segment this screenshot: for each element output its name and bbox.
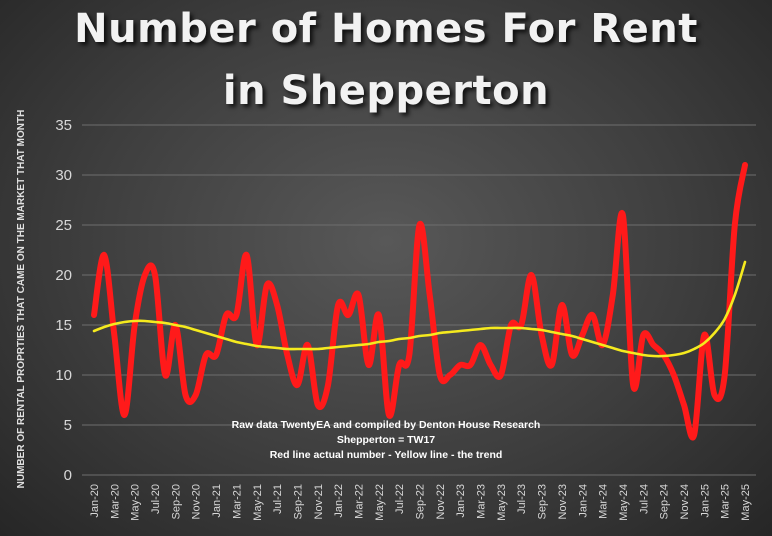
y-tick-label: 20 bbox=[55, 267, 72, 284]
x-tick-label: Mar-22 bbox=[353, 484, 365, 519]
x-tick-label: Sep-23 bbox=[537, 484, 549, 519]
x-tick-label: May-23 bbox=[496, 484, 508, 521]
x-tick-label: Nov-24 bbox=[679, 484, 691, 519]
x-tick-label: May-20 bbox=[130, 484, 142, 521]
x-tick-label: May-21 bbox=[252, 484, 264, 521]
x-tick-label: Sep-22 bbox=[415, 484, 427, 519]
x-tick-label: May-25 bbox=[740, 484, 752, 521]
x-tick-label: Jul-21 bbox=[272, 484, 284, 514]
x-tick-label: Jan-22 bbox=[333, 484, 345, 518]
x-tick-label: Jul-20 bbox=[150, 484, 162, 514]
x-tick-label: Mar-21 bbox=[231, 484, 243, 519]
annotation-area: Shepperton = TW17 bbox=[337, 434, 435, 446]
y-tick-label: 0 bbox=[64, 467, 72, 484]
chart-title-line-2: in Shepperton bbox=[222, 68, 550, 114]
x-axis-ticks: Jan-20 Mar-20 May-20 Jul-20 Sep-20 Nov-20 Jan-… bbox=[89, 484, 752, 521]
annotation-legend: Red line actual number - Yellow line - t… bbox=[270, 449, 503, 461]
y-axis-label: NUMBER OF RENTAL PROPRTIES THAT CAME ON … bbox=[16, 110, 27, 489]
x-tick-label: Mar-24 bbox=[598, 484, 610, 519]
x-tick-label: Sep-20 bbox=[170, 484, 182, 519]
x-tick-label: Nov-23 bbox=[557, 484, 569, 519]
chart-title-line-1: Number of Homes For Rent bbox=[74, 6, 698, 52]
x-tick-label: Jan-24 bbox=[577, 484, 589, 518]
x-tick-label: Mar-23 bbox=[476, 484, 488, 519]
y-tick-label: 25 bbox=[55, 217, 72, 234]
series-actual-line bbox=[91, 162, 748, 441]
x-tick-label: May-22 bbox=[374, 484, 386, 521]
y-tick-label: 5 bbox=[64, 417, 72, 434]
annotation-source: Raw data TwentyEA and compiled by Denton… bbox=[232, 419, 541, 431]
x-tick-label: Mar-20 bbox=[109, 484, 121, 519]
x-tick-label: Jan-25 bbox=[699, 484, 711, 518]
x-tick-label: Jan-20 bbox=[89, 484, 101, 518]
x-tick-label: Jul-23 bbox=[516, 484, 528, 514]
x-tick-label: Jul-22 bbox=[394, 484, 406, 514]
x-tick-label: Nov-20 bbox=[191, 484, 203, 519]
x-tick-label: Jan-21 bbox=[211, 484, 223, 518]
y-tick-label: 10 bbox=[55, 367, 72, 384]
x-tick-label: Nov-22 bbox=[435, 484, 447, 519]
series-trend-line bbox=[92, 260, 747, 358]
x-tick-label: May-24 bbox=[618, 484, 630, 521]
x-tick-label: Sep-21 bbox=[292, 484, 304, 519]
x-tick-label: Mar-25 bbox=[720, 484, 732, 519]
y-tick-label: 35 bbox=[55, 117, 72, 134]
x-tick-label: Nov-21 bbox=[313, 484, 325, 519]
grid-lines bbox=[82, 124, 756, 476]
y-tick-label: 15 bbox=[55, 317, 72, 334]
y-axis-ticks: 0 5 10 15 20 25 30 35 bbox=[55, 117, 72, 484]
y-tick-label: 30 bbox=[55, 167, 72, 184]
x-tick-label: Jul-24 bbox=[638, 484, 650, 514]
x-tick-label: Jan-23 bbox=[455, 484, 467, 518]
x-tick-label: Sep-24 bbox=[659, 484, 671, 519]
